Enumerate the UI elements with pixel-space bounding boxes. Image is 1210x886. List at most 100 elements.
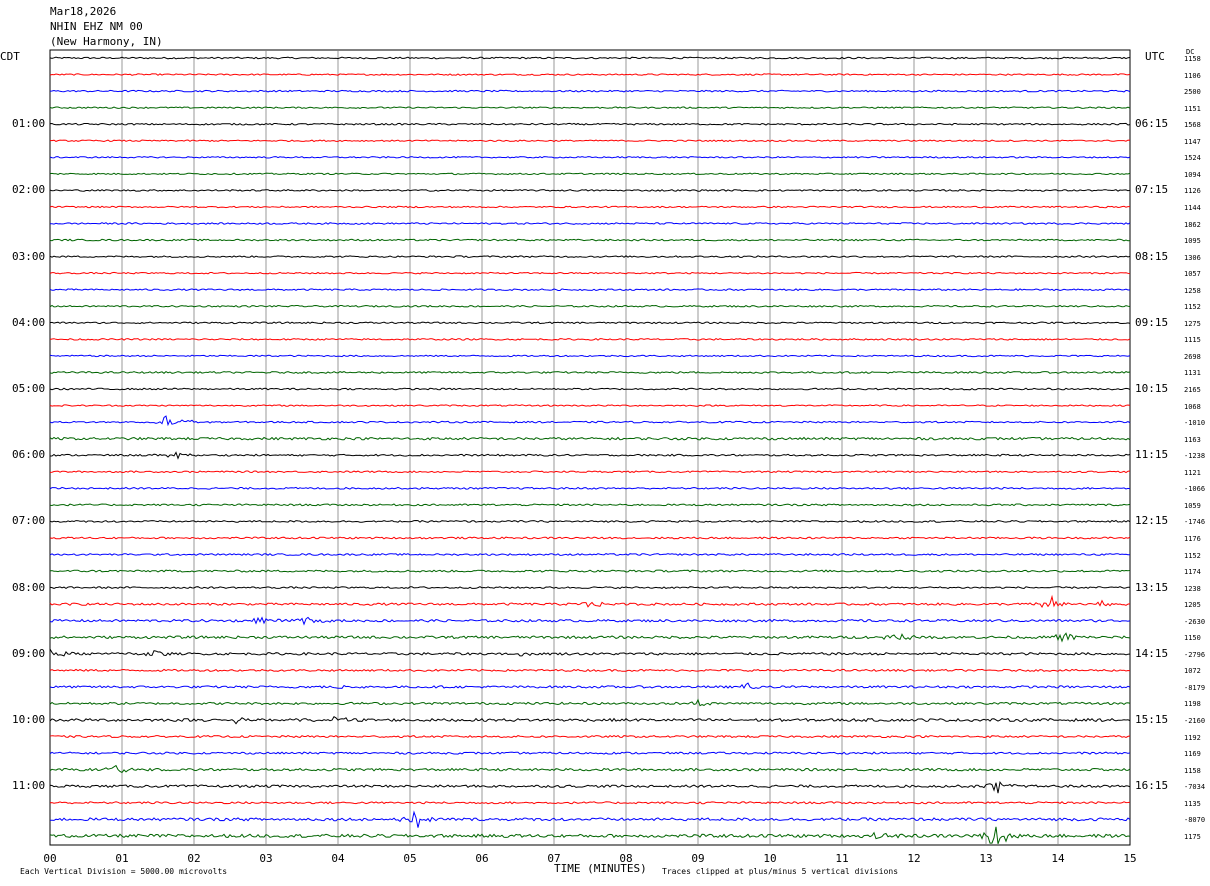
dc-value: -1238: [1184, 452, 1206, 461]
right-hour-label: 14:15: [1135, 646, 1169, 660]
trace-line: [49, 89, 1131, 93]
dc-value: 1158: [1184, 55, 1201, 63]
dc-value: 1568: [1184, 121, 1201, 130]
left-hour-label: 04:00: [12, 315, 46, 329]
right-hour-label: 10:15: [1135, 382, 1169, 395]
dc-value: 1169: [1184, 750, 1201, 759]
dc-value: -2630: [1184, 617, 1206, 626]
right-hour-label: 07:15: [1135, 183, 1169, 197]
x-tick-label: 15: [1123, 852, 1136, 865]
x-tick-label: 12: [907, 852, 920, 865]
trace-line: [49, 536, 1131, 540]
dc-value: 1147: [1184, 137, 1201, 146]
trace-line: [49, 764, 1131, 774]
left-hour-label: 03:00: [12, 249, 46, 263]
dc-value: 1151: [1184, 104, 1201, 113]
right-timezone-label: UTC: [1145, 50, 1165, 63]
trace-line: [49, 648, 1131, 657]
trace-line: [49, 56, 1131, 60]
dc-value: 1115: [1184, 336, 1201, 345]
dc-value: 1094: [1184, 170, 1201, 179]
trace-line: [49, 503, 1131, 507]
dc-value: 2165: [1184, 386, 1201, 394]
vertical-division-note: Each Vertical Division = 5000.00 microvo…: [20, 867, 228, 876]
grid-lines: [121, 50, 1059, 845]
dc-value: -8179: [1184, 683, 1206, 692]
trace-line: [49, 337, 1131, 341]
x-tick-label: 04: [331, 852, 345, 865]
left-timezone-label: CDT: [0, 50, 20, 63]
trace-line: [49, 594, 1131, 608]
trace-line: [49, 73, 1131, 76]
trace-line: [49, 826, 1131, 844]
x-tick-label: 03: [259, 852, 272, 865]
trace-line: [49, 354, 1131, 358]
dc-value: 1068: [1184, 402, 1201, 411]
dc-value: 1059: [1184, 501, 1201, 510]
dc-value: 1862: [1184, 220, 1201, 229]
x-tick-label: 01: [115, 852, 128, 865]
trace-line: [50, 810, 1131, 828]
trace-line: [49, 801, 1131, 805]
left-hour-label: 11:00: [12, 779, 46, 793]
dc-value: 1198: [1184, 700, 1201, 709]
dc-value: 1524: [1184, 154, 1201, 163]
dc-value: 1176: [1184, 534, 1201, 543]
trace-line: [49, 586, 1130, 590]
trace-line: [49, 122, 1131, 126]
x-tick-label: 13: [979, 852, 992, 865]
dc-value: -1066: [1184, 485, 1206, 494]
dc-value: -2160: [1184, 717, 1206, 725]
x-tick-labels: 00 01 02 03 04 05 06 07 08 09 10 11 12 13 14 15: [43, 852, 1136, 865]
header-location: (New Harmony, IN): [50, 35, 163, 48]
dc-value: -2796: [1184, 650, 1206, 659]
dc-value: 1275: [1184, 319, 1201, 328]
trace-line: [49, 734, 1131, 739]
dc-value: -8070: [1184, 816, 1206, 825]
dc-value: 1175: [1184, 832, 1201, 841]
dc-value: 1258: [1184, 286, 1201, 295]
dc-value: 1095: [1184, 237, 1201, 246]
trace-line: [49, 288, 1131, 292]
trace-line: [49, 188, 1131, 192]
dc-value: 1144: [1184, 203, 1201, 212]
right-hour-label: 13:15: [1135, 580, 1169, 594]
dc-value: -1746: [1184, 518, 1206, 527]
dc-value: 1174: [1184, 568, 1201, 577]
x-tick-label: 06: [475, 852, 488, 865]
dc-value: 1158: [1184, 766, 1201, 775]
trace-line: [49, 172, 1131, 176]
dc-value: 1106: [1184, 71, 1201, 80]
trace-line: [49, 106, 1131, 109]
trace-line: [49, 238, 1131, 242]
x-tick-label: 14: [1051, 852, 1065, 865]
trace-line: [49, 751, 1131, 755]
trace-line: [49, 486, 1131, 490]
header-date: Mar18,2026: [50, 5, 117, 18]
dc-value: 1306: [1184, 253, 1201, 262]
trace-line: [49, 139, 1131, 143]
dc-value: 1163: [1184, 435, 1201, 444]
trace-line: [49, 682, 1131, 690]
right-hour-label: 11:15: [1135, 448, 1169, 462]
trace-line: [49, 205, 1130, 209]
right-hour-label: 08:15: [1135, 249, 1169, 263]
trace-line: [50, 222, 1131, 225]
x-axis-label: TIME (MINUTES): [554, 862, 647, 875]
dc-value: 1072: [1184, 667, 1201, 676]
x-tick-label: 11: [835, 852, 848, 865]
trace-line: [49, 470, 1131, 474]
right-hour-label: 06:15: [1135, 117, 1169, 131]
dc-value: -1010: [1184, 419, 1206, 428]
trace-line: [49, 271, 1131, 275]
right-hour-label: 15:15: [1135, 713, 1169, 726]
dc-value: 1150: [1184, 634, 1201, 643]
trace-line: [49, 304, 1131, 308]
dc-value: 1152: [1184, 303, 1201, 312]
dc-value: 1238: [1184, 584, 1201, 593]
dc-value: 1152: [1184, 551, 1201, 560]
trace-line: [49, 616, 1131, 626]
trace-line: [49, 387, 1131, 391]
right-hour-label: 09:15: [1135, 315, 1169, 329]
trace-line: [49, 255, 1131, 258]
